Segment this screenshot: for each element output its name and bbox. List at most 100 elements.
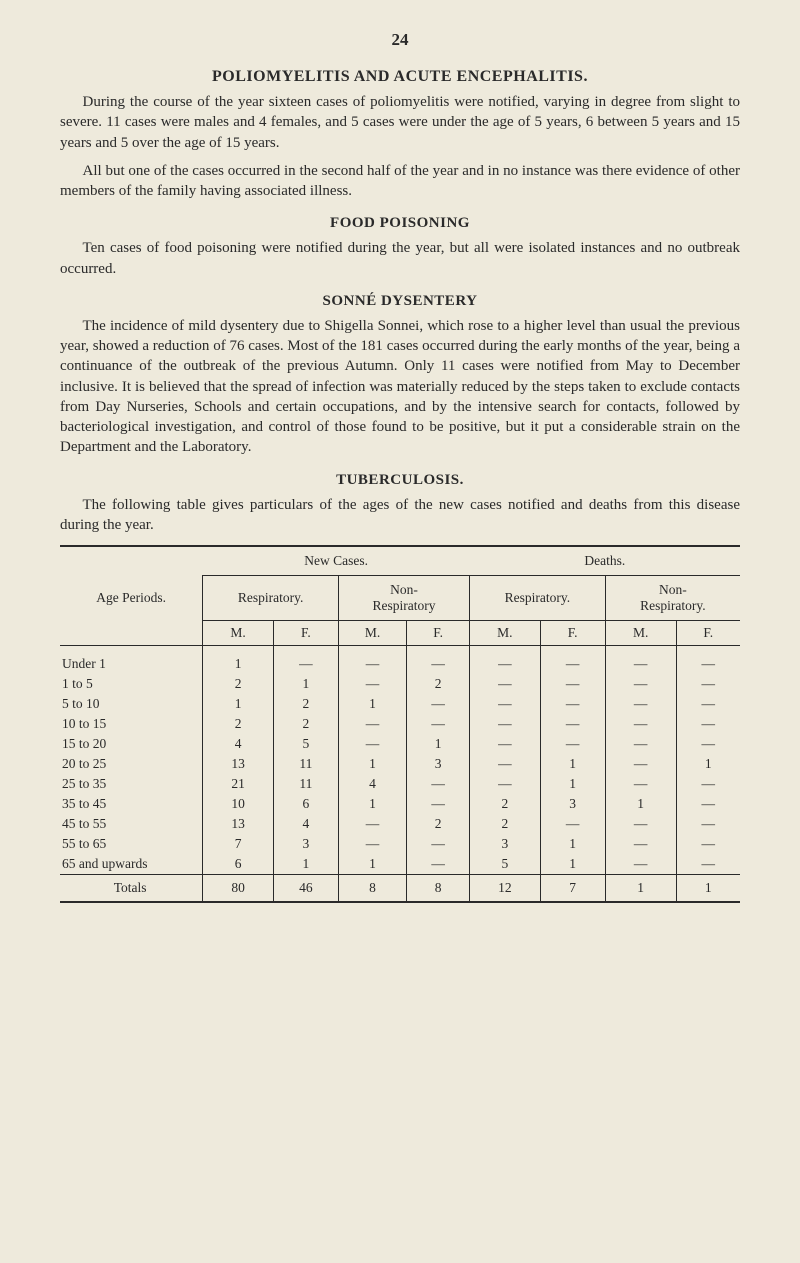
document-page: 24 POLIOMYELITIS AND ACUTE ENCEPHALITIS.… xyxy=(0,0,800,1263)
th-age-periods: Age Periods. xyxy=(60,576,203,621)
td-nrm: — xyxy=(338,674,406,694)
td-dnrm: — xyxy=(605,694,676,714)
td-dnrf: — xyxy=(676,854,740,875)
table-row: 1 to 521—2———— xyxy=(60,674,740,694)
td-dnrf: — xyxy=(676,834,740,854)
td-rf: 5 xyxy=(273,734,338,754)
table-row: 5 to 10121————— xyxy=(60,694,740,714)
th-new-cases: New Cases. xyxy=(203,546,470,576)
th-non-respiratory-d: Non- Respiratory. xyxy=(605,576,740,621)
td-nrf: — xyxy=(407,834,470,854)
td-dnrm: — xyxy=(605,714,676,734)
td-age-label: 5 to 10 xyxy=(60,694,203,714)
th-m: M. xyxy=(203,621,274,646)
td-nrm: — xyxy=(338,814,406,834)
heading-food-poisoning: FOOD POISONING xyxy=(60,215,740,232)
th-m: M. xyxy=(338,621,406,646)
th-respiratory-d: Respiratory. xyxy=(470,576,606,621)
heading-poliomyelitis: POLIOMYELITIS AND ACUTE ENCEPHALITIS. xyxy=(60,68,740,86)
td-rf: 11 xyxy=(273,754,338,774)
td-nrf: — xyxy=(407,714,470,734)
td-drm: 5 xyxy=(470,854,541,875)
td-drm: — xyxy=(470,714,541,734)
td-dnrf: — xyxy=(676,734,740,754)
paragraph-food-1: Ten cases of food poisoning were notifie… xyxy=(60,238,740,279)
td-totals-dnrf: 1 xyxy=(676,875,740,903)
td-dnrf: 1 xyxy=(676,754,740,774)
td-rm: 2 xyxy=(203,674,274,694)
td-nrm: 1 xyxy=(338,754,406,774)
td-age-label: 65 and upwards xyxy=(60,854,203,875)
table-row: 20 to 25131113—1—1 xyxy=(60,754,740,774)
paragraph-sonne-1: The incidence of mild dysentery due to S… xyxy=(60,316,740,458)
td-rf: 1 xyxy=(273,854,338,875)
td-nrm: — xyxy=(338,734,406,754)
td-nrf: — xyxy=(407,854,470,875)
td-dnrm: — xyxy=(605,774,676,794)
heading-sonne-dysentery: SONNÉ DYSENTERY xyxy=(60,293,740,310)
td-nrf: — xyxy=(407,646,470,675)
td-rm: 13 xyxy=(203,814,274,834)
td-age-label: 20 to 25 xyxy=(60,754,203,774)
td-totals-nrf: 8 xyxy=(407,875,470,903)
td-age-label: 15 to 20 xyxy=(60,734,203,754)
td-dnrm: — xyxy=(605,814,676,834)
td-drf: 1 xyxy=(540,754,605,774)
td-rm: 2 xyxy=(203,714,274,734)
td-rm: 13 xyxy=(203,754,274,774)
td-rm: 1 xyxy=(203,694,274,714)
td-nrf: 2 xyxy=(407,674,470,694)
td-age-label: 10 to 15 xyxy=(60,714,203,734)
td-rf: 4 xyxy=(273,814,338,834)
table-row: 25 to 3521114——1—— xyxy=(60,774,740,794)
td-nrm: — xyxy=(338,714,406,734)
td-nrm: 1 xyxy=(338,854,406,875)
td-nrm: — xyxy=(338,646,406,675)
td-age-label: 35 to 45 xyxy=(60,794,203,814)
td-nrf: — xyxy=(407,774,470,794)
td-rf: 1 xyxy=(273,674,338,694)
td-drf: 3 xyxy=(540,794,605,814)
td-totals-drm: 12 xyxy=(470,875,541,903)
td-nrf: — xyxy=(407,794,470,814)
td-drf: — xyxy=(540,674,605,694)
td-dnrf: — xyxy=(676,774,740,794)
td-rm: 4 xyxy=(203,734,274,754)
paragraph-tb-1: The following table gives particulars of… xyxy=(60,495,740,536)
td-drf: — xyxy=(540,814,605,834)
table-row: 10 to 1522—————— xyxy=(60,714,740,734)
table-row: 15 to 2045—1———— xyxy=(60,734,740,754)
td-drm: 2 xyxy=(470,794,541,814)
td-dnrf: — xyxy=(676,794,740,814)
td-drf: 1 xyxy=(540,774,605,794)
td-nrf: 3 xyxy=(407,754,470,774)
tuberculosis-table: New Cases. Deaths. Age Periods. Respirat… xyxy=(60,545,740,903)
td-drf: 1 xyxy=(540,854,605,875)
td-dnrf: — xyxy=(676,714,740,734)
td-drm: — xyxy=(470,694,541,714)
td-rf: 2 xyxy=(273,694,338,714)
td-dnrf: — xyxy=(676,814,740,834)
td-age-label: 55 to 65 xyxy=(60,834,203,854)
th-f: F. xyxy=(540,621,605,646)
td-drf: — xyxy=(540,734,605,754)
td-totals-label: Totals xyxy=(60,875,203,903)
th-m: M. xyxy=(605,621,676,646)
td-rf: — xyxy=(273,646,338,675)
td-nrf: — xyxy=(407,694,470,714)
td-rm: 21 xyxy=(203,774,274,794)
td-drm: — xyxy=(470,774,541,794)
td-dnrm: — xyxy=(605,834,676,854)
th-f: F. xyxy=(407,621,470,646)
td-drm: — xyxy=(470,754,541,774)
td-totals-drf: 7 xyxy=(540,875,605,903)
td-nrm: — xyxy=(338,834,406,854)
td-nrm: 4 xyxy=(338,774,406,794)
th-f: F. xyxy=(273,621,338,646)
td-rm: 1 xyxy=(203,646,274,675)
td-dnrm: — xyxy=(605,854,676,875)
td-drm: 2 xyxy=(470,814,541,834)
page-number: 24 xyxy=(60,30,740,50)
th-respiratory-nc: Respiratory. xyxy=(203,576,339,621)
paragraph-polio-1: During the course of the year sixteen ca… xyxy=(60,92,740,153)
